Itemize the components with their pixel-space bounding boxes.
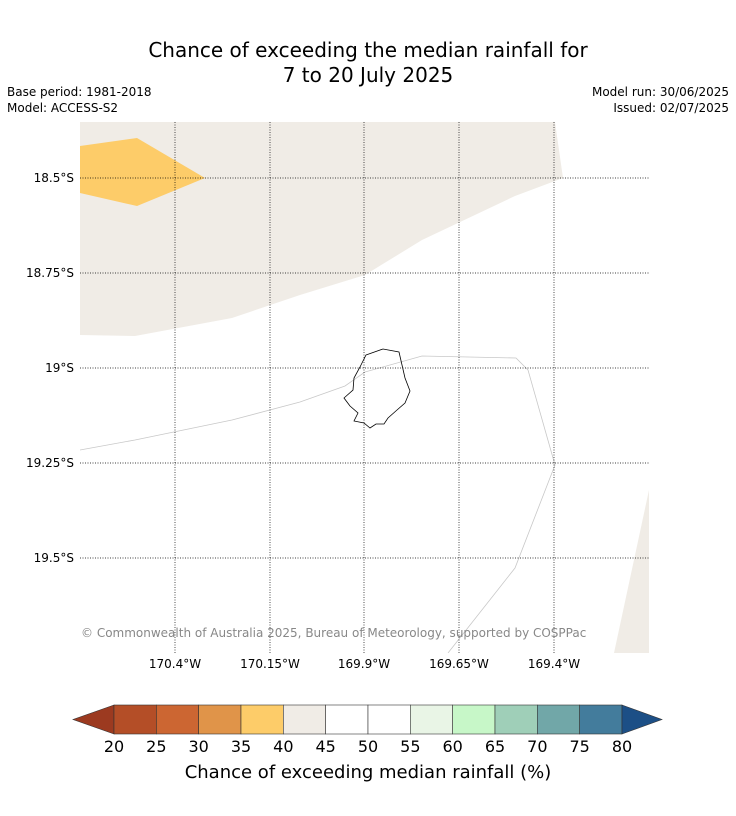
- lat-label-19: 19°S: [45, 361, 74, 375]
- colorbar-segment: [452, 704, 496, 735]
- colorbar-segment: [494, 704, 538, 735]
- colorbar-tick-label: 25: [146, 737, 167, 756]
- lat-label-19-5: 19.5°S: [33, 551, 74, 565]
- colorbar-tick-label: 80: [611, 737, 633, 756]
- map-title: Chance of exceeding the median rainfall …: [0, 38, 736, 88]
- colorbar-segment: [537, 704, 580, 735]
- lon-label-169-65: 169.65°W: [429, 657, 489, 671]
- model-run: Model run: 30/06/2025: [591, 85, 729, 99]
- colorbar-tick-label: 20: [103, 737, 125, 756]
- meta-right: Model run: 30/06/2025 Issued: 02/07/2025: [592, 84, 729, 116]
- colorbar-segment: [579, 704, 623, 735]
- title-line-2: 7 to 20 July 2025: [282, 63, 454, 87]
- colorbar-tick-label: 55: [400, 737, 421, 756]
- lon-label-170-4: 170.4°W: [148, 657, 202, 671]
- niue-island-outline: [343, 348, 411, 429]
- meta-left: Base period: 1981-2018 Model: ACCESS-S2: [7, 84, 152, 116]
- lon-label-169-9: 169.9°W: [337, 657, 391, 671]
- colorbar-tick-label: 60: [442, 737, 463, 756]
- title-line-1: Chance of exceeding the median rainfall …: [148, 38, 588, 62]
- lon-label-170-15: 170.15°W: [240, 657, 300, 671]
- colorbar-segment: [198, 704, 242, 735]
- colorbar-segment: [283, 704, 326, 735]
- gridlines: [80, 122, 649, 653]
- lat-label-18-75: 18.75°S: [26, 266, 74, 280]
- colorbar-under-arrow: [72, 704, 115, 735]
- model-name: Model: ACCESS-S2: [7, 101, 119, 115]
- issued-date: Issued: 02/07/2025: [613, 101, 729, 115]
- colorbar-segment: [367, 704, 411, 735]
- colorbar-tick-label: 30: [188, 737, 209, 756]
- colorbar-segment: [240, 704, 284, 735]
- eez-boundary: [80, 355, 556, 653]
- colorbar: [72, 704, 663, 735]
- lat-label-19-25: 19.25°S: [26, 456, 74, 470]
- region-35-40: [80, 138, 205, 206]
- colorbar-tick-label: 65: [484, 737, 506, 756]
- copyright-notice: © Commonwealth of Australia 2025, Bureau…: [81, 626, 587, 640]
- colorbar-tick-label: 70: [527, 737, 548, 756]
- colorbar-tick-label: 50: [357, 737, 379, 756]
- colorbar-segment: [156, 704, 199, 735]
- lat-label-18-5: 18.5°S: [33, 171, 74, 185]
- colorbar-label: Chance of exceeding median rainfall (%): [184, 762, 552, 783]
- lon-label-169-4: 169.4°W: [527, 657, 581, 671]
- colorbar-tick-label: 75: [569, 737, 590, 756]
- colorbar-tick-label: 35: [230, 737, 252, 756]
- region-40-45-southeast: [614, 490, 649, 653]
- colorbar-tick-label: 45: [315, 737, 336, 756]
- colorbar-tick-label: 40: [273, 737, 294, 756]
- base-period: Base period: 1981-2018: [7, 85, 152, 99]
- colorbar-over-arrow: [621, 704, 663, 735]
- colorbar-segment: [113, 704, 157, 735]
- colorbar-segment: [325, 704, 369, 735]
- colorbar-segment: [410, 704, 453, 735]
